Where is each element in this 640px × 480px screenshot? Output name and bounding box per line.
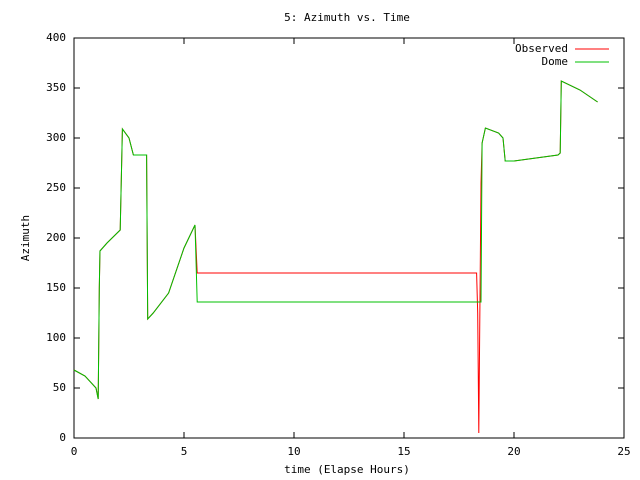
y-tick-label: 50 <box>53 381 66 394</box>
x-tick-label: 0 <box>71 445 78 458</box>
y-tick-label: 100 <box>46 331 66 344</box>
x-axis-label: time (Elapse Hours) <box>284 463 410 476</box>
legend-label: Observed <box>515 42 568 55</box>
y-tick-label: 400 <box>46 31 66 44</box>
y-tick-label: 350 <box>46 81 66 94</box>
y-tick-label: 150 <box>46 281 66 294</box>
data-line <box>73 80 598 400</box>
y-axis-label: Azimuth <box>19 215 32 261</box>
y-tick-label: 0 <box>59 431 66 444</box>
y-tick-label: 300 <box>46 131 66 144</box>
legend-label: Dome <box>542 55 569 68</box>
x-tick-label: 20 <box>507 445 520 458</box>
y-tick-label: 200 <box>46 231 66 244</box>
chart-title: 5: Azimuth vs. Time <box>284 11 410 24</box>
x-tick-label: 10 <box>287 445 300 458</box>
x-tick-label: 5 <box>181 445 188 458</box>
x-tick-label: 25 <box>617 445 630 458</box>
x-tick-label: 15 <box>397 445 410 458</box>
y-tick-label: 250 <box>46 181 66 194</box>
